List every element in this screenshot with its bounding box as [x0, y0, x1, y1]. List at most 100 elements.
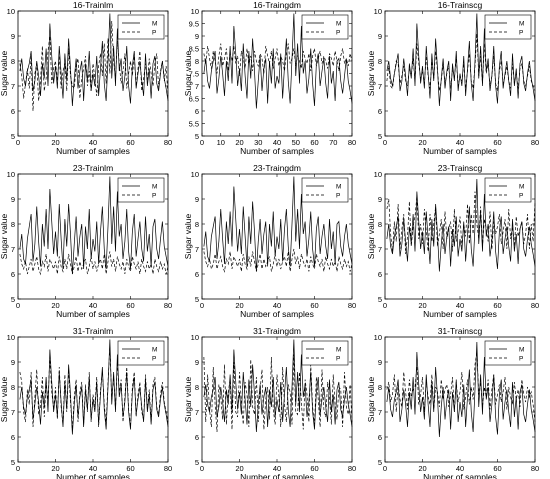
- legend-box: [484, 14, 532, 40]
- x-tick-label: 40: [456, 301, 464, 310]
- x-tick-label: 80: [348, 138, 356, 147]
- y-tick-label: 10: [191, 170, 199, 179]
- series-line-M: [386, 341, 536, 438]
- legend-label-M: M: [336, 184, 341, 191]
- x-tick-label: 60: [310, 464, 318, 473]
- y-tick-label: 5: [378, 132, 382, 141]
- y-axis-label: Sugar value: [183, 214, 193, 260]
- x-axis-label: Number of samples: [423, 472, 497, 479]
- x-tick-label: 60: [310, 301, 318, 310]
- series-line-P: [203, 248, 353, 273]
- x-tick-label: 80: [348, 464, 356, 473]
- series-line-P: [19, 251, 169, 276]
- y-tick-label: 7: [195, 408, 199, 417]
- chart-title: 31-Trainscg: [438, 326, 483, 336]
- x-tick-label: 80: [164, 464, 172, 473]
- y-tick-label: 9: [195, 32, 199, 41]
- legend-label-P: P: [519, 193, 523, 200]
- y-tick-label: 7.5: [189, 70, 199, 79]
- x-axis-label: Number of samples: [240, 309, 314, 319]
- axes-box: [384, 173, 536, 300]
- y-tick-label: 8: [11, 383, 15, 392]
- y-tick-label: 10: [191, 333, 199, 342]
- chart-title: 16-Trainscg: [438, 0, 483, 10]
- x-tick-label: 60: [126, 138, 134, 147]
- x-axis-label: Number of samples: [423, 146, 497, 156]
- y-axis-label: Sugar value: [183, 51, 193, 97]
- y-tick-label: 9: [11, 358, 15, 367]
- y-tick-label: 5: [195, 132, 199, 141]
- x-tick-label: 20: [235, 301, 243, 310]
- y-tick-label: 8: [378, 220, 382, 229]
- y-axis-label: Sugar value: [183, 377, 193, 423]
- y-tick-label: 8: [195, 220, 199, 229]
- chart-panel-9: 31-Trainscg 5 6 7 8 9 10 0 20 40 60 80 Number of sam…: [366, 326, 539, 479]
- series-line-P: [203, 43, 353, 77]
- x-axis-label: Number of samples: [240, 472, 314, 479]
- series-line-M: [19, 176, 169, 275]
- x-tick-label: 60: [310, 138, 318, 147]
- y-tick-label: 6.5: [189, 95, 199, 104]
- y-tick-label: 7: [195, 82, 199, 91]
- x-tick-label: 80: [164, 138, 172, 147]
- x-tick-label: 60: [493, 464, 501, 473]
- x-tick-label: 60: [126, 464, 134, 473]
- x-tick-label: 80: [531, 138, 539, 147]
- y-tick-label: 5: [378, 458, 382, 467]
- x-tick-label: 40: [89, 138, 97, 147]
- x-tick-label: 20: [418, 301, 426, 310]
- x-tick-label: 20: [235, 464, 243, 473]
- legend-label-M: M: [336, 21, 341, 28]
- x-tick-label: 0: [200, 464, 204, 473]
- x-tick-label: 40: [273, 464, 281, 473]
- legend-label-P: P: [519, 356, 523, 363]
- axes-box: [201, 173, 353, 300]
- legend-label-M: M: [152, 21, 157, 28]
- x-tick-label: 70: [329, 138, 337, 147]
- x-tick-label: 80: [531, 464, 539, 473]
- x-tick-label: 40: [456, 464, 464, 473]
- legend-label-P: P: [152, 356, 156, 363]
- y-tick-label: 10: [374, 333, 382, 342]
- y-axis-label: Sugar value: [0, 51, 9, 97]
- x-tick-label: 0: [200, 138, 204, 147]
- legend-label-M: M: [336, 347, 341, 354]
- y-tick-label: 8.5: [189, 45, 199, 54]
- x-tick-label: 0: [16, 464, 20, 473]
- chart-panel-8: 31-Traingdm 5 6 7 8 9 10 0 20 40 60 80 Number of sam…: [183, 326, 356, 479]
- y-tick-label: 5: [195, 458, 199, 467]
- x-tick-label: 40: [273, 138, 281, 147]
- x-tick-label: 60: [126, 301, 134, 310]
- series-line-P: [19, 20, 169, 112]
- legend-label-P: P: [152, 193, 156, 200]
- x-axis-label: Number of samples: [240, 146, 314, 156]
- x-tick-label: 20: [418, 464, 426, 473]
- y-tick-label: 6: [11, 270, 15, 279]
- x-tick-label: 20: [51, 301, 59, 310]
- y-tick-label: 6: [195, 107, 199, 116]
- y-tick-label: 8: [11, 57, 15, 66]
- series-line-M: [203, 13, 353, 109]
- series-line-M: [19, 13, 169, 107]
- chart-panel-3: 16-Trainscg 5 6 7 8 9 10 0 20 40 60 80 Number of sam…: [366, 0, 539, 156]
- y-tick-label: 5: [11, 295, 15, 304]
- x-tick-label: 10: [217, 138, 225, 147]
- legend-label-P: P: [336, 356, 340, 363]
- axes-box: [17, 10, 169, 137]
- y-tick-label: 10: [7, 170, 15, 179]
- y-axis-label: Sugar value: [366, 214, 376, 260]
- x-axis-label: Number of samples: [56, 472, 130, 479]
- x-tick-label: 20: [51, 464, 59, 473]
- y-tick-label: 7: [378, 245, 382, 254]
- x-tick-label: 50: [292, 138, 300, 147]
- x-tick-label: 80: [348, 301, 356, 310]
- y-tick-label: 9: [11, 195, 15, 204]
- y-tick-label: 10: [191, 7, 199, 16]
- series-line-M: [203, 176, 353, 272]
- x-tick-label: 20: [235, 138, 243, 147]
- y-tick-label: 9: [378, 32, 382, 41]
- y-axis-label: Sugar value: [366, 51, 376, 97]
- y-tick-label: 8: [378, 57, 382, 66]
- legend-box: [117, 177, 165, 203]
- y-tick-label: 5: [11, 458, 15, 467]
